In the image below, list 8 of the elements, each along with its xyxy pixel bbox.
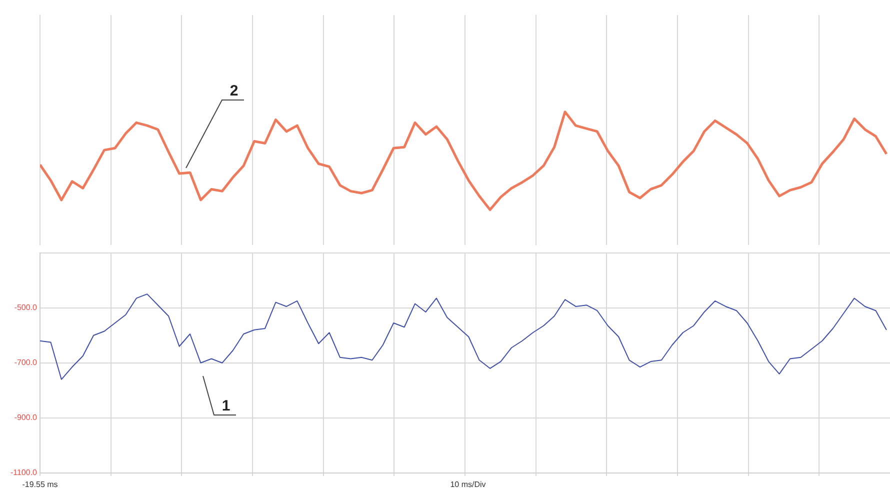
annotation: 1 xyxy=(222,398,230,415)
y-tick-label: -700.0 xyxy=(14,358,38,368)
text: 10 ms/Div xyxy=(450,480,486,490)
y-tick-label: -900.0 xyxy=(14,413,38,422)
y-tick-label: -1100.0 xyxy=(10,468,38,478)
y-tick-label: -500.0 xyxy=(14,303,38,312)
text: -19.55 ms xyxy=(22,480,58,490)
text: 2 xyxy=(230,82,238,100)
